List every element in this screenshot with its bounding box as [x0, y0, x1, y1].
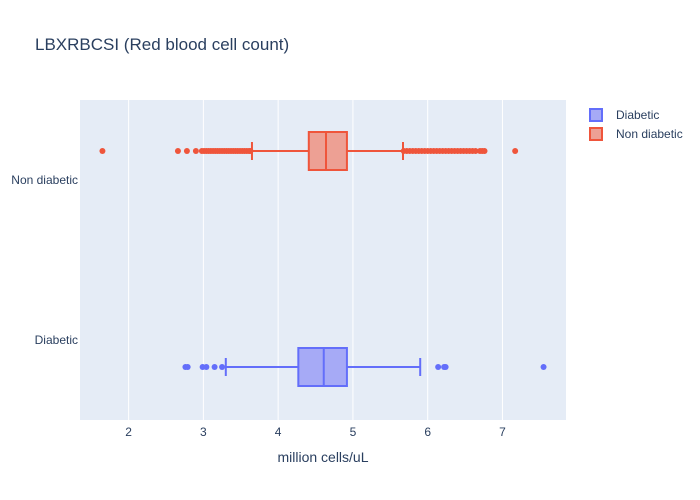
legend-swatch [589, 108, 603, 122]
outlier-point [174, 148, 181, 154]
outlier-point [192, 148, 199, 154]
legend-label: Diabetic [616, 108, 659, 122]
y-tick-label: Non diabetic [11, 173, 78, 187]
legend-swatch [589, 127, 603, 141]
x-tick-label: 3 [200, 425, 207, 439]
x-axis-title: million cells/uL [277, 449, 368, 465]
outlier-point [211, 364, 218, 370]
outlier-point [472, 148, 479, 154]
iqr-box [297, 347, 348, 387]
outlier-point [247, 148, 254, 154]
x-tick-label: 6 [424, 425, 431, 439]
x-tick-label: 7 [499, 425, 506, 439]
legend: Diabetic Non diabetic [589, 108, 683, 141]
outlier-point [219, 364, 226, 370]
outlier-point [442, 364, 449, 370]
box-series [99, 131, 547, 387]
outlier-point [435, 364, 442, 370]
outlier-point [99, 148, 106, 154]
y-tick-label: Diabetic [35, 333, 78, 347]
y-axis-ticks: Diabetic Non diabetic [11, 173, 78, 347]
x-tick-label: 5 [350, 425, 357, 439]
outlier-point [183, 148, 190, 154]
outlier-point [481, 148, 488, 154]
x-axis-ticks: 2 3 4 5 6 7 [125, 425, 506, 439]
outlier-point [512, 148, 519, 154]
iqr-box [307, 131, 348, 171]
outlier-point [540, 364, 547, 370]
x-tick-label: 2 [125, 425, 132, 439]
outlier-point [203, 364, 210, 370]
legend-label: Non diabetic [616, 127, 683, 141]
box-series-non-diabetic [99, 131, 519, 171]
box-series-diabetic [182, 347, 547, 387]
chart-title: LBXRBCSI (Red blood cell count) [35, 35, 289, 54]
x-tick-label: 4 [275, 425, 282, 439]
outlier-point [184, 364, 191, 370]
